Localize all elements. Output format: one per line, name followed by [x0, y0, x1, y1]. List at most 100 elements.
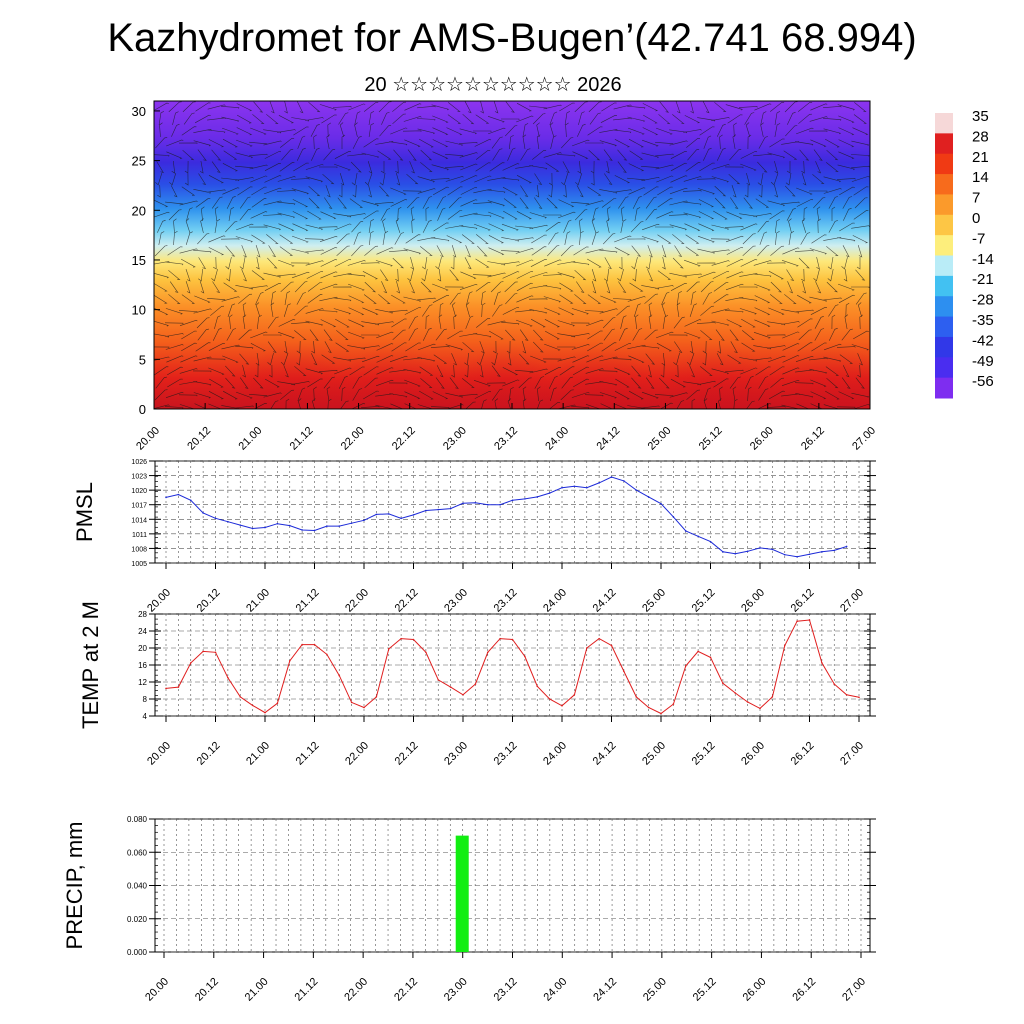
chart-subtitle: 20 ☆☆☆☆☆☆☆☆☆☆ 2026: [364, 74, 622, 96]
precip-bar: [455, 835, 469, 952]
x-tick-label: 23.12: [492, 976, 520, 1004]
data-point: [684, 530, 687, 532]
data-point: [264, 711, 266, 714]
x-tick-label: 23.00: [442, 976, 470, 1004]
y-tick-label: 20: [132, 203, 146, 218]
data-point: [350, 522, 353, 524]
colorbar-swatch: [935, 336, 953, 358]
data-point: [227, 676, 229, 679]
x-tick-label: 25.00: [646, 425, 674, 453]
colorbar-label: -7: [972, 230, 985, 247]
data-point: [375, 696, 378, 698]
data-point: [660, 712, 662, 715]
data-point: [462, 693, 464, 696]
y-tick-label: 1020: [131, 488, 147, 495]
data-point: [251, 704, 254, 707]
data-point: [202, 512, 204, 514]
x-tick-label: 27.00: [850, 425, 878, 453]
data-point: [548, 492, 551, 494]
data-point: [486, 651, 489, 654]
data-point: [412, 638, 415, 641]
y-tick-label: 10: [132, 303, 146, 318]
data-point: [722, 682, 724, 685]
data-point: [449, 507, 452, 510]
data-point: [313, 529, 316, 532]
x-tick-label: 26.12: [790, 976, 818, 1004]
x-tick-label: 20.00: [143, 976, 171, 1004]
x-tick-label: 20.12: [185, 425, 213, 453]
data-point: [412, 514, 415, 516]
data-point: [734, 552, 737, 555]
y-tick-label: 25: [132, 154, 146, 169]
y-tick-label: 12: [138, 678, 147, 687]
x-tick-label: 20.12: [195, 740, 223, 768]
data-point: [796, 620, 798, 623]
data-point: [672, 703, 675, 705]
y-axis-label: PRECIP, mm: [62, 822, 87, 950]
data-point: [722, 551, 724, 553]
data-point: [177, 686, 180, 688]
data-point: [363, 519, 365, 522]
data-point: [239, 696, 242, 698]
data-point: [610, 476, 613, 478]
data-point: [326, 653, 328, 656]
x-tick-label: 26.00: [741, 976, 769, 1004]
data-point: [425, 509, 427, 512]
colorbar-swatch: [935, 357, 953, 379]
y-tick-label: 24: [138, 627, 147, 636]
data-point: [264, 526, 266, 529]
data-point: [511, 499, 514, 502]
data-point: [573, 693, 576, 696]
data-point: [585, 647, 588, 649]
data-point: [647, 706, 650, 709]
x-tick-label: 23.00: [441, 425, 469, 453]
x-tick-label: 26.12: [789, 587, 817, 615]
colorbar-swatch: [935, 255, 953, 277]
y-tick-label: 0.000: [127, 948, 148, 957]
x-tick-label: 27.00: [838, 740, 866, 768]
colorbar-label: -21: [972, 271, 994, 288]
data-point: [387, 648, 390, 650]
data-point: [647, 496, 650, 498]
warm-cells: [225, 289, 870, 409]
x-tick-label: 26.00: [739, 587, 767, 615]
data-point: [400, 637, 402, 640]
x-tick-label: 24.00: [541, 587, 569, 615]
x-tick-label: 24.00: [541, 976, 569, 1004]
wind-barb-paths: [154, 101, 870, 409]
y-tick-label: 0.020: [127, 915, 148, 924]
y-tick-label: 16: [138, 661, 147, 670]
data-point: [202, 650, 204, 653]
data-point: [227, 520, 229, 523]
x-tick-label: 20.12: [195, 587, 223, 615]
data-point: [239, 524, 242, 526]
y-tick-label: 1023: [131, 474, 147, 481]
x-tick-label: 26.12: [789, 740, 817, 768]
x-tick-label: 24.12: [591, 587, 619, 615]
x-tick-label: 20.12: [193, 976, 221, 1004]
colorbar: 35 28 21 14 7 0 -7 -14 -21 -28 -35 -42 -49 -56: [935, 108, 994, 399]
data-point: [251, 527, 254, 530]
x-tick-label: 23.12: [492, 587, 520, 615]
y-tick-label: 0.040: [127, 882, 148, 891]
data-point: [276, 522, 279, 525]
colorbar-swatch: [935, 174, 953, 195]
x-tick-label: 20.00: [134, 425, 162, 453]
y-tick-label: 0.060: [127, 848, 148, 857]
x-tick-label: 22.00: [343, 587, 371, 615]
data-point: [808, 619, 811, 621]
y-tick-label: 1011: [132, 532, 147, 539]
data-point: [808, 553, 811, 556]
colorbar-swatch: [935, 113, 953, 134]
data-point: [759, 707, 761, 710]
x-tick-label: 26.12: [799, 425, 827, 453]
x-tick-label: 22.00: [342, 976, 370, 1004]
data-point: [845, 693, 848, 696]
data-point: [536, 496, 539, 498]
data-point: [301, 643, 303, 646]
x-tick-label: 25.12: [697, 425, 725, 453]
data-point: [536, 685, 539, 688]
precip-panel: 0.000 0.020 0.040 0.060 0.080 20.00 20.12 21.00…: [62, 815, 876, 1004]
data-point: [660, 502, 662, 505]
